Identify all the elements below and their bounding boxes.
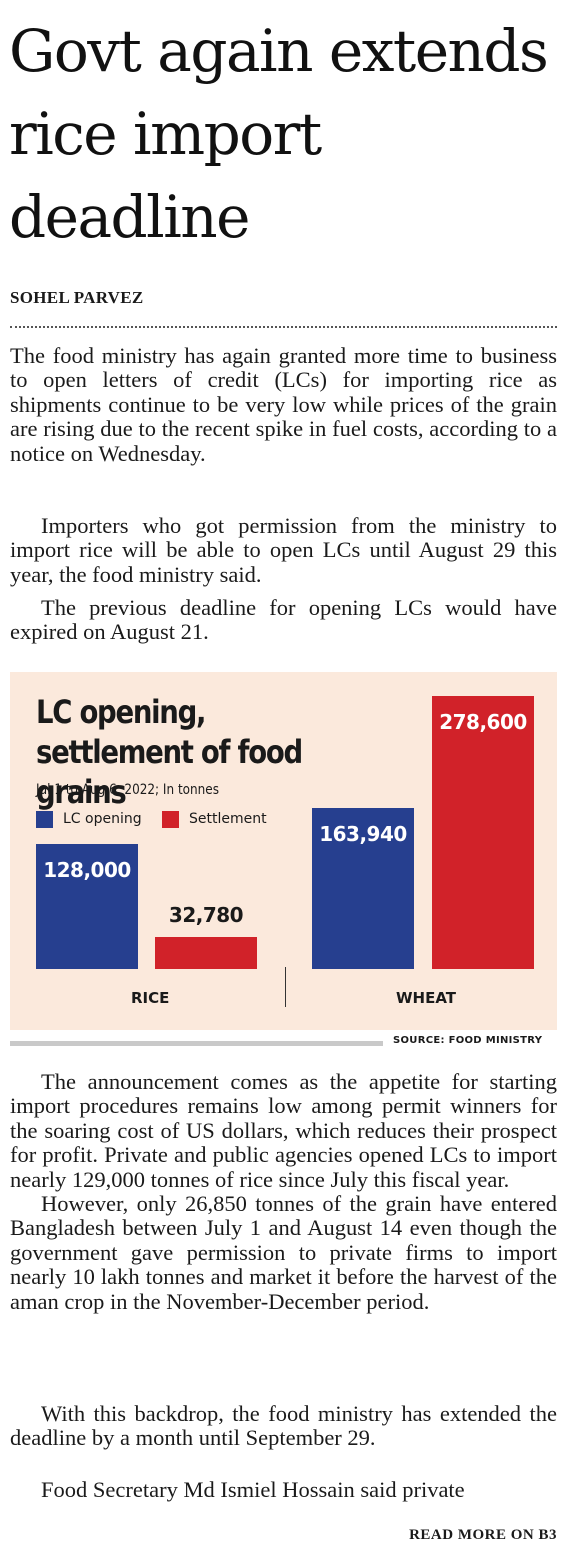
legend-item-lc-opening: LC opening xyxy=(36,809,142,829)
data-label-wheat-lc-opening: 163,940 xyxy=(319,822,407,846)
source-rule xyxy=(10,1041,383,1046)
body-paragraph-1: The food ministry has again granted more… xyxy=(10,343,557,466)
chart-title: LC opening, settlement of food grains xyxy=(36,693,303,811)
body-paragraph-2: Importers who got permission from the mi… xyxy=(10,513,557,587)
data-label-rice-lc-opening: 128,000 xyxy=(43,858,131,882)
body-paragraph-6: With this backdrop, the food ministry ha… xyxy=(10,1401,557,1451)
chart-subtitle: Jul 1 to Aug 6, 2022; In tonnes xyxy=(36,782,219,798)
dotted-divider xyxy=(10,326,557,328)
category-divider xyxy=(285,967,286,1007)
legend-item-settlement: Settlement xyxy=(162,809,267,829)
chart-source: SOURCE: FOOD MINISTRY xyxy=(393,1035,543,1046)
bar-wheat-settlement xyxy=(432,696,534,969)
bar-rice-lc-opening xyxy=(36,844,138,969)
read-more-link[interactable]: READ MORE ON B3 xyxy=(409,1527,557,1543)
bar-rice-settlement xyxy=(155,937,257,969)
body-paragraph-5: However, only 26,850 tonnes of the grain… xyxy=(10,1191,557,1314)
body-paragraph-3: The previous deadline for opening LCs wo… xyxy=(10,595,557,645)
category-label-rice: RICE xyxy=(131,989,170,1007)
legend-swatch-settlement xyxy=(162,810,179,828)
headline: Govt again extends rice import deadline xyxy=(9,17,549,251)
legend-label-lc-opening: LC opening xyxy=(63,811,142,827)
data-label-wheat-settlement: 278,600 xyxy=(439,710,527,734)
bar-wheat-lc-opening xyxy=(312,808,414,969)
byline: SOHEL PARVEZ xyxy=(10,288,144,307)
category-label-wheat: WHEAT xyxy=(396,989,457,1007)
legend-swatch-lc-opening xyxy=(36,810,53,828)
body-paragraph-4: The announcement comes as the appetite f… xyxy=(10,1069,557,1192)
legend-label-settlement: Settlement xyxy=(189,811,267,827)
body-paragraph-7: Food Secretary Md Ismiel Hossain said pr… xyxy=(41,1477,465,1502)
chart-graphic: LC opening, settlement of food grains Ju… xyxy=(10,672,557,1030)
data-label-rice-settlement: 32,780 xyxy=(168,903,244,927)
